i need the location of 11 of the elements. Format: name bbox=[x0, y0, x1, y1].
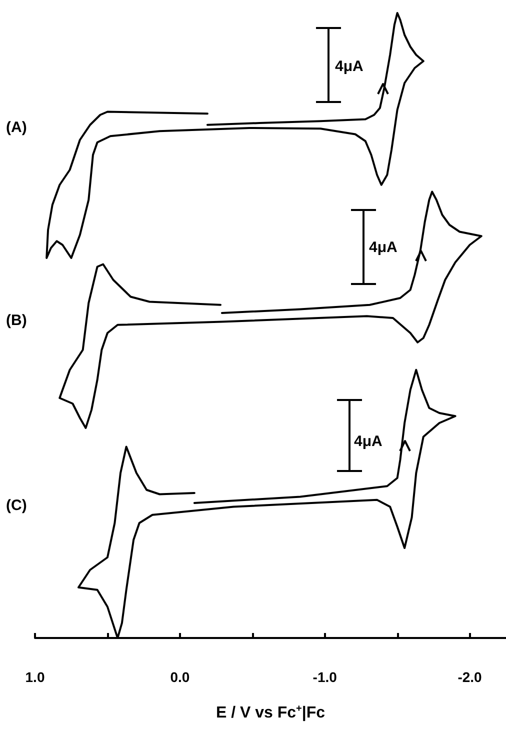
x-tick-label: 1.0 bbox=[25, 669, 45, 685]
x-tick-label: -2.0 bbox=[458, 669, 482, 685]
annotation: 4μA bbox=[335, 58, 364, 75]
text: (B) bbox=[6, 312, 27, 329]
text: (A) bbox=[6, 119, 27, 136]
x-axis-title: E / V vs Fc+|Fc bbox=[216, 704, 326, 722]
text: (C) bbox=[6, 497, 27, 514]
annotation: 4μA bbox=[354, 433, 382, 450]
x-tick-label: -1.0 bbox=[312, 669, 338, 685]
x-tick-label: 0.0 bbox=[170, 669, 190, 685]
annotation: 4μA bbox=[369, 239, 398, 256]
